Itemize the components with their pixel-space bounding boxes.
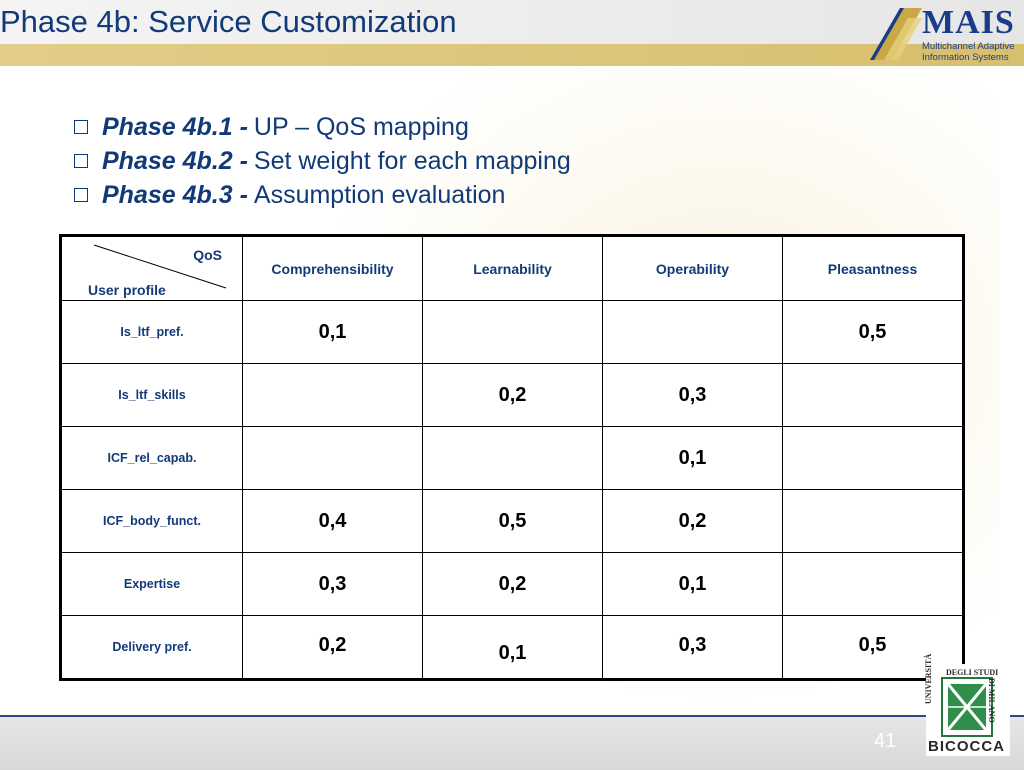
table-cell: 0,4 [242, 489, 423, 553]
logo-subtitle-line2: Information Systems [922, 52, 1009, 63]
table-cell [422, 426, 603, 490]
table-cell [422, 300, 603, 364]
table-cell [602, 300, 783, 364]
corner-label-user-profile: User profile [88, 282, 166, 298]
seal-text-di-milano: DI MILANO [987, 678, 996, 723]
row-label: Is_ltf_pref. [60, 300, 243, 364]
bullet-text: UP – QoS mapping [253, 113, 469, 141]
column-header: Comprehensibility [242, 235, 423, 301]
bullet-phase-label: Phase 4b.2 - [102, 147, 248, 175]
table-cell: 0,2 [422, 552, 603, 616]
table-cell: 0,1 [242, 300, 423, 364]
row-label: Delivery pref. [60, 615, 243, 680]
qos-weight-table: QoS User profile Comprehensibility Learn… [59, 234, 965, 681]
footer-bar [0, 715, 1024, 770]
table-cell: 0,5 [422, 489, 603, 553]
university-seal-icon [941, 677, 993, 737]
mais-logo: MAIS Multichannel Adaptive Information S… [870, 4, 1020, 63]
title-bar: Phase 4b: Service Customization [0, 0, 1024, 44]
bullet-item: Phase 4b.3 - Assumption evaluation [74, 178, 571, 212]
bullet-item: Phase 4b.1 - UP – QoS mapping [74, 110, 571, 144]
table-cell: 0,1 [602, 552, 783, 616]
table-row: Expertise 0,3 0,2 0,1 [60, 552, 964, 616]
bullet-text: Set weight for each mapping [253, 147, 571, 175]
table-cell [242, 363, 423, 427]
table-row: Delivery pref. 0,2 0,1 0,3 0,5 [60, 615, 964, 680]
title-underline-band [0, 44, 1024, 66]
seal-text-bicocca: BICOCCA [928, 738, 1005, 755]
table-cell: 0,2 [242, 615, 423, 680]
table-cell [782, 363, 964, 427]
column-header: Pleasantness [782, 235, 964, 301]
checkbox-bullet-icon [74, 188, 88, 202]
table-corner-cell: QoS User profile [60, 235, 243, 301]
row-label: ICF_rel_capab. [60, 426, 243, 490]
seal-text-degli-studi: DEGLI STUDI [946, 668, 999, 677]
table-cell: 0,3 [602, 363, 783, 427]
table-cell: 0,5 [782, 300, 964, 364]
table-cell: 0,2 [602, 489, 783, 553]
row-label: ICF_body_funct. [60, 489, 243, 553]
column-header: Learnability [422, 235, 603, 301]
table-row: Is_ltf_skills 0,2 0,3 [60, 363, 964, 427]
bullet-list: Phase 4b.1 - UP – QoS mapping Phase 4b.2… [74, 110, 571, 212]
row-label: Expertise [60, 552, 243, 616]
table-row: Is_ltf_pref. 0,1 0,5 [60, 300, 964, 364]
page-number: 41 [874, 730, 897, 752]
table-cell [782, 489, 964, 553]
table-cell: 0,1 [422, 615, 603, 680]
table-cell: 0,2 [422, 363, 603, 427]
seal-text-university: UNIVERSITÀ [924, 653, 933, 704]
bicocca-seal: UNIVERSITÀ DEGLI STUDI DI MILANO BICOCCA [924, 654, 1010, 756]
table-cell: 0,3 [602, 615, 783, 680]
row-label: Is_ltf_skills [60, 363, 243, 427]
table-cell [782, 552, 964, 616]
checkbox-bullet-icon [74, 154, 88, 168]
bullet-phase-label: Phase 4b.3 - [102, 181, 248, 209]
logo-subtitle-line1: Multichannel Adaptive [922, 41, 1015, 52]
slide-title: Phase 4b: Service Customization [0, 4, 457, 39]
column-header: Operability [602, 235, 783, 301]
bullet-item: Phase 4b.2 - Set weight for each mapping [74, 144, 571, 178]
bullet-text: Assumption evaluation [253, 181, 506, 209]
table-cell: 0,1 [602, 426, 783, 490]
table-cell [242, 426, 423, 490]
table-header-row: QoS User profile Comprehensibility Learn… [60, 235, 964, 301]
table-cell: 0,3 [242, 552, 423, 616]
bullet-phase-label: Phase 4b.1 - [102, 113, 248, 141]
logo-wordmark: MAIS [922, 4, 1015, 41]
honeycomb-logo-icon [870, 8, 922, 60]
checkbox-bullet-icon [74, 120, 88, 134]
table-row: ICF_body_funct. 0,4 0,5 0,2 [60, 489, 964, 553]
table-row: ICF_rel_capab. 0,1 [60, 426, 964, 490]
corner-label-qos: QoS [193, 247, 222, 263]
table-cell [782, 426, 964, 490]
diagonal-divider [93, 244, 227, 289]
